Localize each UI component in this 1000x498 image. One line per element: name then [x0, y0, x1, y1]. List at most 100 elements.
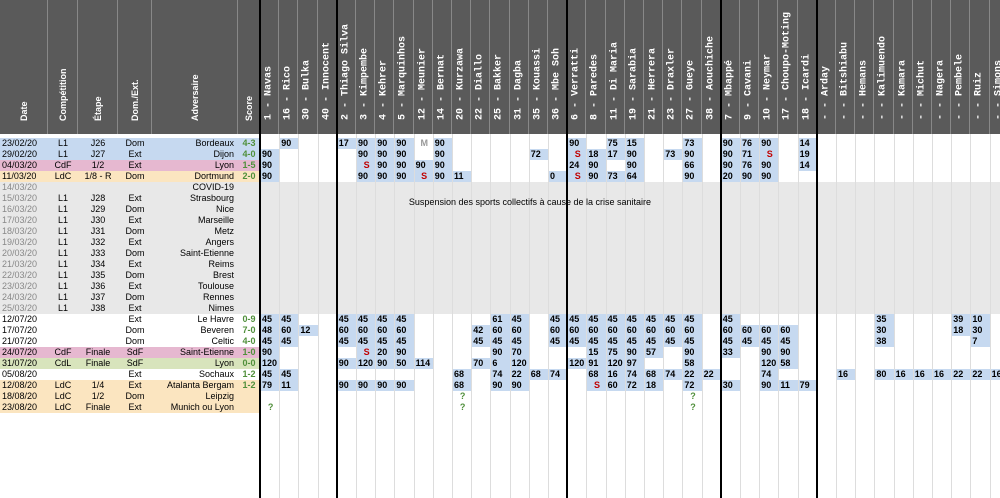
match-score: 2-0 [238, 171, 260, 182]
minutes-cell [663, 160, 683, 171]
match-row[interactable]: 15/03/20 L1 J28 Ext Strasbourg [0, 193, 1000, 204]
minutes-cell [874, 347, 894, 358]
match-domext: Dom [118, 171, 152, 182]
minutes-cell: 73 [663, 149, 683, 160]
match-row[interactable]: 11/03/20 LdC 1/8 - R Dom Dortmund 2-0 90 90 90 90… [0, 171, 1000, 182]
match-date: 04/03/20 [0, 160, 48, 171]
minutes-cell [586, 248, 606, 259]
minutes-cell [432, 259, 452, 270]
minutes-cell [951, 149, 971, 160]
minutes-cell [970, 182, 990, 193]
grid-line [855, 134, 857, 498]
minutes-cell [932, 226, 952, 237]
header-player: 22 - Diallo [471, 0, 491, 134]
minutes-cell [624, 248, 644, 259]
minutes-cell: 16 [893, 369, 913, 380]
match-row[interactable]: 21/03/20 L1 J34 Ext Reims [0, 259, 1000, 270]
minutes-cell [855, 149, 875, 160]
match-adv: Angers [152, 237, 238, 248]
player-label: 25 - Bakker [493, 53, 505, 120]
header-label: Étape [92, 96, 103, 121]
match-etape: J38 [78, 303, 118, 314]
match-row[interactable]: 18/08/20 LdC 1/2 Dom Leipzig?? [0, 391, 1000, 402]
match-domext: SdF [118, 347, 152, 358]
match-row[interactable]: 21/07/20 Dom Celtic 4-0 45 45 45 45 45 45 45 45 45 45… [0, 336, 1000, 347]
minutes-cell: 60 [624, 325, 644, 336]
minutes-cell: 45 [548, 336, 568, 347]
minutes-cell [509, 215, 529, 226]
match-row[interactable]: 17/03/20 L1 J30 Ext Marseille [0, 215, 1000, 226]
minutes-cell [740, 204, 760, 215]
minutes-cell [624, 270, 644, 281]
minutes-cell: 72 [528, 149, 548, 160]
minutes-cell: 60 [279, 325, 299, 336]
minutes-cell [375, 303, 395, 314]
match-row[interactable]: 23/08/20 LdC Finale Ext Munich ou Lyon??? [0, 402, 1000, 413]
minutes-cell [528, 226, 548, 237]
match-row[interactable]: 29/02/20 L1 J27 Ext Dijon 4-0 90 90 90 90 90 72 S 18 1… [0, 149, 1000, 160]
minutes-cell [528, 270, 548, 281]
match-adv: Le Havre [152, 314, 238, 325]
minutes-cell [855, 193, 875, 204]
minutes-cell [432, 215, 452, 226]
minutes-cell [740, 358, 760, 369]
minutes-cell [663, 347, 683, 358]
minutes-cell [336, 149, 356, 160]
minutes-cell [836, 160, 856, 171]
minutes-cell [893, 193, 913, 204]
match-adv: Strasbourg [152, 193, 238, 204]
minutes-cell [874, 193, 894, 204]
match-row[interactable]: 22/03/20 L1 J35 Dom Brest [0, 270, 1000, 281]
minutes-cell [432, 380, 452, 391]
match-row[interactable]: 05/08/20 Ext Sochaux 1-2 45 45 68 74 22 68 74 68 16 7… [0, 369, 1000, 380]
match-row[interactable]: 18/03/20 L1 J31 Dom Metz [0, 226, 1000, 237]
minutes-cell [394, 248, 414, 259]
minutes-cell [432, 281, 452, 292]
minutes-cell [855, 303, 875, 314]
match-row[interactable]: 24/07/20 CdF Finale SdF Saint-Etienne 1-0 90 S 2… [0, 347, 1000, 358]
header-player: 7 - Mbappé [720, 0, 740, 134]
minutes-cell [260, 138, 280, 149]
minutes-cell [912, 347, 932, 358]
match-row[interactable]: 12/08/20 LdC 1/4 Ext Atalanta Bergam 1-2 79 11 9… [0, 380, 1000, 391]
minutes-cell [855, 402, 875, 413]
minutes-cell [816, 248, 836, 259]
match-row[interactable]: 20/03/20 L1 J33 Dom Saint-Etienne [0, 248, 1000, 259]
minutes-cell [413, 402, 433, 413]
minutes-cell [432, 226, 452, 237]
match-row[interactable]: 14/03/20 COVID-19 [0, 182, 1000, 193]
minutes-cell [778, 182, 798, 193]
minutes-cell: 58 [778, 358, 798, 369]
minutes-cell [720, 281, 740, 292]
match-row[interactable]: 16/03/20 L1 J29 Dom Nice [0, 204, 1000, 215]
minutes-cell [471, 248, 491, 259]
match-row[interactable]: 04/03/20 CdF 1/2 Ext Lyon 1-5 90 S 90 90 90 90 24 90 9… [0, 160, 1000, 171]
minutes-cell [644, 226, 664, 237]
match-row[interactable]: 25/03/20 L1 J38 Ext Nimes [0, 303, 1000, 314]
match-adv: Dortmund [152, 171, 238, 182]
minutes-cell [644, 259, 664, 270]
minutes-cell [855, 204, 875, 215]
match-row[interactable]: 19/03/20 L1 J32 Ext Angers [0, 237, 1000, 248]
minutes-cell: 48 [260, 325, 280, 336]
match-row[interactable]: 17/07/20 Dom Beveren 7-0 48 60 12 60 60 60 60 42 60 6… [0, 325, 1000, 336]
minutes-cell: ? [682, 402, 702, 413]
minutes-cell: 60 [644, 325, 664, 336]
minutes-cell [432, 182, 452, 193]
minutes-cell [452, 281, 472, 292]
match-row[interactable]: 24/03/20 L1 J37 Dom Rennes [0, 292, 1000, 303]
match-row[interactable]: 23/02/20 L1 J26 Dom Bordeaux 4-3 90 17 90 90 90 M 90… [0, 138, 1000, 149]
minutes-cell [452, 138, 472, 149]
match-row[interactable]: 23/03/20 L1 J36 Ext Toulouse [0, 281, 1000, 292]
minutes-cell: 30 [720, 380, 740, 391]
minutes-cell: 60 [740, 325, 760, 336]
match-comp: L1 [48, 226, 78, 237]
match-row[interactable]: 31/07/20 CdL Finale SdF Lyon 0-0 120 90 120 90 50 1… [0, 358, 1000, 369]
minutes-cell [663, 391, 683, 402]
minutes-cell [836, 226, 856, 237]
minutes-cell: 90 [394, 160, 414, 171]
minutes-cell [701, 259, 721, 270]
match-row[interactable]: 12/07/20 Ext Le Havre 0-9 45 45 45 45 45 45 61 45 45… [0, 314, 1000, 325]
match-domext: Ext [118, 237, 152, 248]
minutes-cell [893, 226, 913, 237]
